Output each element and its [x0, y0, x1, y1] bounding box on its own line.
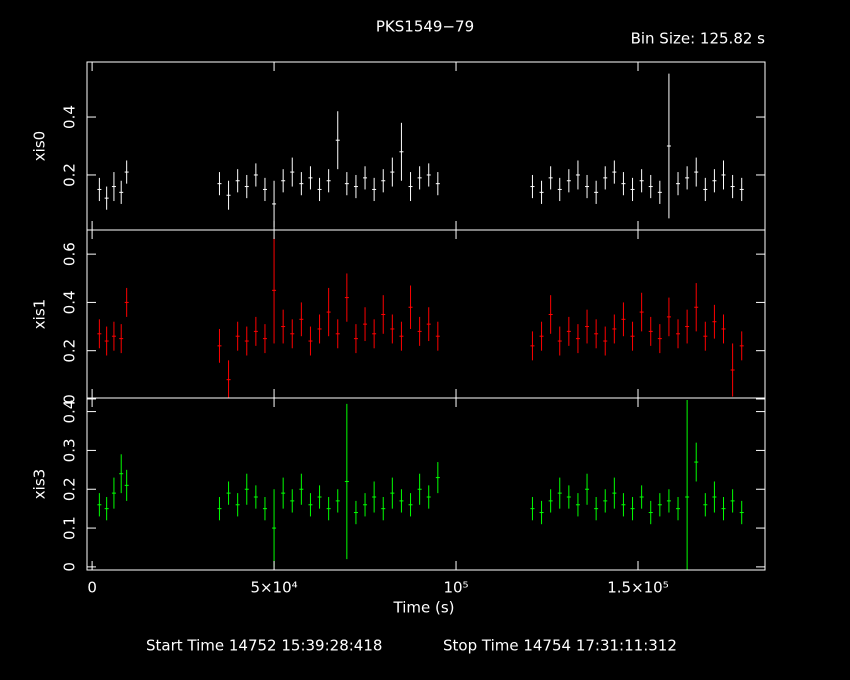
- y-tick-label: 0: [61, 562, 79, 572]
- x-tick-label: 5×10⁴: [250, 579, 297, 597]
- y-axis-label: xis1: [31, 299, 49, 329]
- y-tick-label: 0.4: [61, 400, 79, 424]
- x-tick-label: 1.5×10⁵: [607, 579, 669, 597]
- y-tick-label: 0.2: [61, 339, 79, 363]
- series: [97, 399, 744, 570]
- series: [97, 73, 744, 228]
- x-tick-label: 10⁵: [443, 579, 468, 597]
- bin-size: Bin Size: 125.82 s: [631, 30, 766, 48]
- y-tick-label: 0.4: [61, 105, 79, 129]
- y-tick-label: 0.3: [61, 438, 79, 462]
- y-tick-label: 0.2: [61, 163, 79, 187]
- chart-title: PKS1549−79: [376, 18, 474, 36]
- stop-time: Stop Time 14754 17:31:11:312: [443, 637, 677, 655]
- y-axis-label: xis0: [31, 131, 49, 161]
- y-tick-label: 0.4: [61, 290, 79, 314]
- series: [97, 237, 744, 398]
- y-tick-label: 0.2: [61, 477, 79, 501]
- x-tick-label: 0: [87, 579, 97, 597]
- x-axis-label: Time (s): [393, 599, 455, 617]
- y-axis-label: xis3: [31, 469, 49, 499]
- y-tick-label: 0.6: [61, 242, 79, 266]
- start-time: Start Time 14752 15:39:28:418: [146, 637, 382, 655]
- panel-frame: [86, 397, 766, 571]
- y-tick-label: 0.1: [61, 516, 79, 540]
- y-tick-label: 0: [61, 394, 79, 404]
